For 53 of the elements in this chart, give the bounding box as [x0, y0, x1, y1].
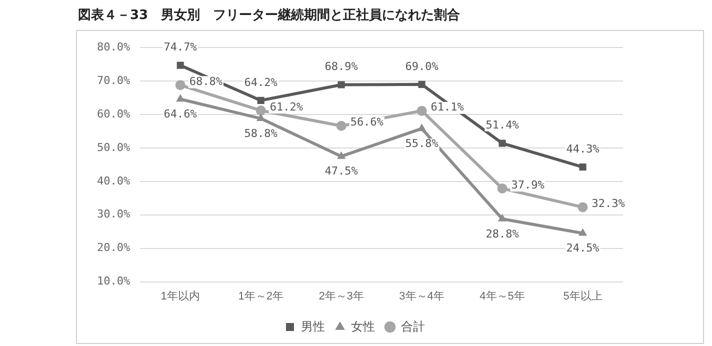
data-label: 61.1% [430, 100, 464, 114]
point [498, 214, 507, 222]
point [175, 80, 186, 90]
data-label: 68.9% [324, 60, 358, 74]
legend-label: 男性 [301, 319, 325, 334]
data-label: 51.4% [486, 118, 520, 132]
point [257, 96, 264, 104]
data-label: 56.6% [350, 116, 384, 129]
point [176, 62, 184, 69]
point [578, 202, 588, 212]
x-tick-label: 5年以上 [563, 289, 602, 302]
x-tick-label: 1年以内 [160, 289, 200, 302]
data-label: 69.0% [405, 60, 439, 73]
point [497, 183, 508, 194]
point [579, 164, 586, 171]
data-label: 47.5% [324, 164, 358, 178]
y-tick-label: 40.0% [96, 174, 130, 188]
y-tick-label: 10.0% [96, 274, 130, 288]
y-tick-label: 60.0% [96, 107, 130, 120]
data-label: 58.8% [244, 126, 278, 140]
y-tick-label: 80.0% [96, 40, 130, 54]
x-tick-label: 3年～4年 [399, 290, 444, 302]
point [498, 140, 506, 147]
y-tick-label: 20.0% [96, 241, 130, 254]
point [418, 80, 426, 88]
x-tick-label: 4年～5年 [480, 290, 525, 302]
data-label: 74.7% [164, 40, 198, 54]
point [578, 228, 588, 236]
point [336, 120, 346, 131]
y-tick-label: 30.0% [96, 208, 130, 221]
point [336, 151, 346, 159]
data-label: 24.5% [566, 242, 600, 255]
legend-label: 女性 [351, 319, 375, 334]
point [417, 124, 426, 132]
legend-label: 合計 [401, 319, 425, 334]
data-label: 37.9% [511, 178, 545, 192]
data-label: 68.8% [189, 74, 223, 88]
data-label: 55.8% [405, 136, 439, 150]
data-label: 64.2% [244, 76, 278, 89]
point [338, 81, 345, 88]
y-tick-label: 70.0% [96, 74, 130, 87]
x-tick-label: 2年～3年 [318, 290, 364, 302]
point [256, 106, 266, 116]
x-tick-label: 1年～2年 [238, 290, 284, 302]
point [416, 106, 427, 116]
data-label: 32.3% [592, 197, 626, 210]
data-label: 44.3% [566, 142, 600, 156]
y-tick-label: 50.0% [96, 140, 130, 154]
data-label: 64.6% [164, 107, 198, 120]
data-label: 28.8% [486, 227, 520, 240]
chart-title: 図表４－33 男女別 フリーター継続期間と正社員になれた割合 [78, 6, 460, 24]
point [176, 94, 185, 102]
data-label: 61.2% [270, 100, 304, 114]
